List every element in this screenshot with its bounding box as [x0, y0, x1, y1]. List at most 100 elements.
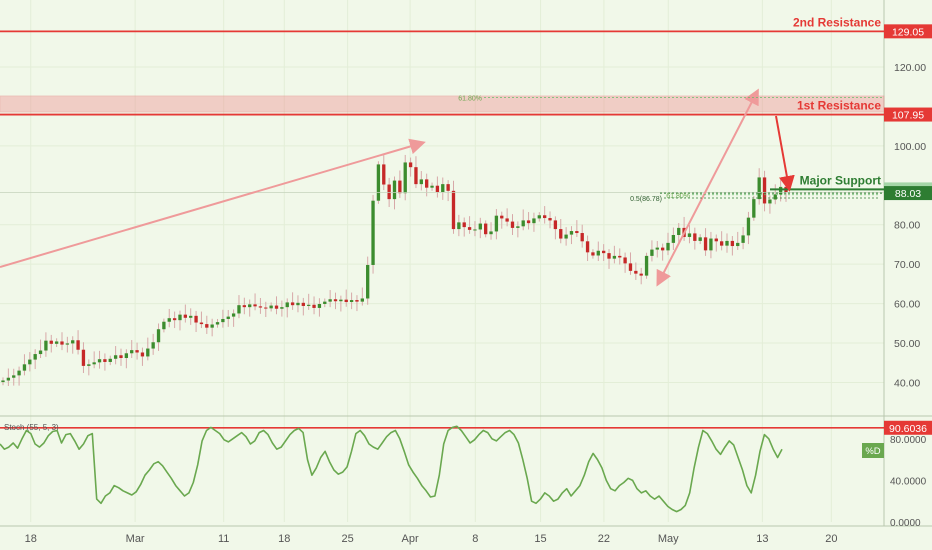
candle — [451, 190, 456, 230]
candle — [607, 253, 611, 259]
candle — [156, 329, 161, 343]
candle — [355, 300, 359, 302]
candle — [467, 227, 472, 230]
candle — [226, 316, 230, 319]
candle — [526, 220, 531, 224]
candle — [76, 340, 80, 350]
time-tick-label: Apr — [402, 533, 419, 545]
candle — [639, 273, 643, 276]
candle — [687, 233, 692, 237]
stochastic-pane: 90.6036 0.0000 40.0000 80.0000 Stoch (55, 5,… — [0, 420, 932, 529]
candle — [446, 184, 450, 191]
candle — [301, 302, 305, 306]
candle — [500, 215, 504, 219]
candle — [6, 377, 11, 381]
candle — [1, 380, 5, 383]
grid — [0, 0, 932, 527]
candle — [210, 324, 214, 328]
candle — [569, 231, 574, 235]
candle — [693, 233, 697, 241]
level-label: Major Support — [800, 173, 881, 187]
level-label: 2nd Resistance — [793, 15, 881, 29]
candle — [199, 322, 204, 325]
candle — [54, 341, 59, 344]
candle — [768, 199, 772, 204]
candle — [580, 233, 584, 242]
candle — [548, 218, 552, 221]
candle — [762, 177, 767, 204]
candle — [280, 307, 284, 309]
candle — [135, 350, 139, 353]
candle — [274, 305, 279, 309]
candle — [553, 220, 558, 230]
price-tick-label: 40.00 — [894, 377, 920, 389]
candle — [564, 234, 568, 239]
level-label: 1st Resistance — [797, 99, 881, 113]
pullback-arrow — [775, 115, 795, 192]
candle — [49, 340, 53, 344]
candle — [119, 355, 123, 359]
candle — [414, 167, 418, 185]
candle — [382, 164, 386, 185]
candle — [403, 162, 407, 194]
stoch-tick-label: 40.0000 — [890, 476, 927, 487]
candle — [585, 241, 590, 253]
candle — [38, 350, 43, 355]
candle — [296, 302, 300, 306]
candle — [97, 359, 102, 363]
candle — [269, 305, 273, 309]
candle — [719, 241, 724, 246]
candle — [773, 194, 777, 200]
candle — [81, 349, 86, 366]
price-tag-text: 107.95 — [892, 110, 924, 122]
candle — [457, 222, 461, 230]
price-axis: 40.00 50.00 60.00 70.00 80.00 100.00 120.00 — [894, 62, 926, 389]
candle — [17, 370, 21, 376]
candle — [757, 177, 761, 200]
candle — [462, 222, 466, 228]
candle — [172, 318, 177, 321]
fib-label: 0.5(86.78) — [630, 196, 662, 203]
candle — [92, 362, 96, 365]
candle — [360, 298, 364, 302]
candle — [618, 255, 622, 258]
candle — [215, 322, 220, 325]
time-tick-label: 18 — [25, 533, 37, 545]
candle — [237, 305, 241, 314]
candle — [65, 343, 70, 345]
candle — [510, 221, 515, 228]
stoch-level-tag — [884, 420, 932, 435]
candle — [537, 215, 541, 219]
time-tick-label: 25 — [342, 533, 354, 545]
candle — [752, 199, 756, 218]
candle — [349, 300, 354, 303]
stoch-title: Stoch (55, 5, 3) — [4, 423, 59, 432]
candle — [162, 321, 166, 330]
fib-label: 61.80% — [458, 95, 482, 102]
fib-label: 61.80% — [666, 193, 690, 200]
candle — [60, 341, 64, 345]
price-tick-label: 60.00 — [894, 299, 920, 311]
candle — [746, 217, 751, 236]
time-tick-label: 11 — [218, 533, 229, 545]
candle — [543, 215, 547, 219]
candle — [628, 263, 633, 271]
candle — [484, 223, 488, 235]
candle — [12, 375, 16, 378]
candle — [312, 304, 316, 308]
time-tick-label: 13 — [756, 533, 768, 545]
price-tick-label: 70.00 — [894, 259, 920, 271]
candle — [87, 364, 91, 366]
candle — [71, 340, 75, 344]
candle — [650, 249, 654, 256]
candle — [124, 353, 129, 359]
candle — [113, 355, 118, 359]
candle — [666, 242, 670, 251]
candle — [521, 220, 525, 227]
candle — [317, 303, 322, 308]
candle — [44, 340, 48, 351]
trend-arrow — [0, 138, 426, 268]
candle — [108, 358, 112, 362]
candle — [634, 270, 638, 274]
